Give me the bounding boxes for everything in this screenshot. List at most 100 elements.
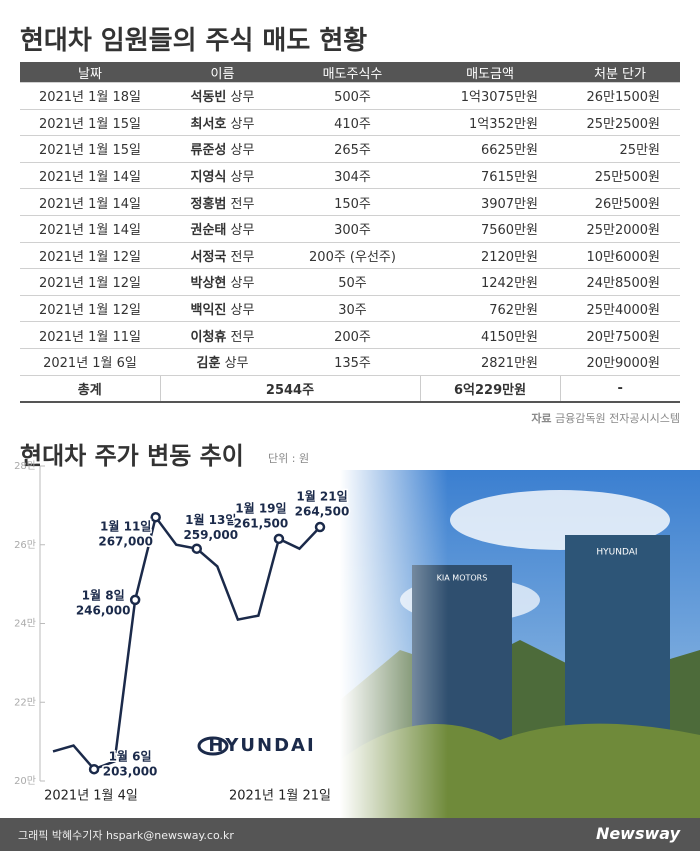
position: 전무 bbox=[230, 249, 255, 265]
point-date: 1월 8일 bbox=[82, 587, 125, 602]
column-header: 이름 bbox=[160, 62, 285, 83]
name: 권순태 bbox=[190, 223, 227, 239]
credit: 그래픽 박혜수기자 hspark@newsway.co.kr bbox=[18, 829, 234, 842]
date-cell: 2021년 1월 15일 bbox=[20, 109, 160, 137]
table-row: 2021년 1월 12일 서정국 전무 200주 (우선주) 2120만원 10만600… bbox=[20, 242, 680, 270]
name: 서정국 bbox=[190, 249, 227, 265]
y-tick-label: 26만 bbox=[14, 539, 36, 551]
photo: KIA MOTORS HYUNDAI bbox=[340, 470, 700, 818]
x-tick-label: 2021년 1월 21일 bbox=[229, 789, 331, 804]
date-cell: 2021년 1월 18일 bbox=[20, 82, 160, 110]
table-row: 2021년 1월 15일 최서호 상무 410주 1억352만원 25만2500원 bbox=[20, 109, 680, 137]
total-cell: - bbox=[560, 375, 680, 404]
shares-cell: 200주 bbox=[285, 321, 420, 349]
point bbox=[314, 521, 326, 533]
point bbox=[150, 511, 161, 523]
price-cell: 25만원 bbox=[560, 135, 680, 163]
date-cell: 2021년 1월 6일 bbox=[20, 348, 160, 376]
amount-cell: 2120만원 bbox=[420, 242, 560, 270]
title: 현대차 임원들의 주식 매도 현황 bbox=[20, 26, 368, 56]
shares-cell: 410주 bbox=[285, 109, 420, 137]
name-cell: 백익진 상무 bbox=[160, 295, 285, 323]
brand: Newsway bbox=[595, 824, 680, 843]
total-row: 총계 2544주 6억229만원 - bbox=[20, 375, 680, 404]
shares-cell: 265주 bbox=[285, 135, 420, 163]
price-cell: 24만8500원 bbox=[560, 268, 680, 296]
shares-cell: 50주 bbox=[285, 268, 420, 296]
value-label: 261,500 bbox=[234, 516, 289, 530]
price-cell: 26만500원 bbox=[560, 188, 680, 216]
value-label: 267,000 bbox=[98, 535, 153, 549]
source-label: 자료 bbox=[531, 412, 552, 425]
date-cell: 2021년 1월 15일 bbox=[20, 135, 160, 163]
position: 전무 bbox=[230, 329, 255, 345]
column-header: 매도주식수 bbox=[285, 62, 420, 83]
date-cell: 2021년 1월 14일 bbox=[20, 188, 160, 216]
value-label: 259,000 bbox=[183, 528, 238, 542]
footer: 그래픽 박혜수기자 hspark@newsway.co.kr Newsway bbox=[0, 818, 700, 851]
price-cell: 26만1500원 bbox=[560, 82, 680, 110]
table-row: 2021년 1월 6일 김훈 상무 135주 2821만원 20만9000원 bbox=[20, 348, 680, 376]
source-text: 금융감독원 전자공시시스템 bbox=[555, 412, 680, 425]
position: 상무 bbox=[230, 143, 255, 159]
date-cell: 2021년 1월 12일 bbox=[20, 242, 160, 270]
x-tick-label: 2021년 1월 4일 bbox=[44, 789, 138, 804]
name-cell: 권순태 상무 bbox=[160, 215, 285, 243]
table-row: 2021년 1월 12일 박상현 상무 50주 1242만원 24만8500원 bbox=[20, 268, 680, 296]
amount-cell: 4150만원 bbox=[420, 321, 560, 349]
date-cell: 2021년 1월 12일 bbox=[20, 268, 160, 296]
position: 상무 bbox=[230, 276, 255, 292]
amount-cell: 3907만원 bbox=[420, 188, 560, 216]
shares-cell: 30주 bbox=[285, 295, 420, 323]
name-cell: 서정국 전무 bbox=[160, 242, 285, 270]
shares-cell: 200주 (우선주) bbox=[285, 242, 420, 270]
shares-cell: 500주 bbox=[285, 82, 420, 110]
amount-cell: 1242만원 bbox=[420, 268, 560, 296]
name: 백익진 bbox=[190, 303, 227, 319]
column-header: 처분 단가 bbox=[560, 62, 680, 83]
column-header: 매도금액 bbox=[420, 62, 560, 83]
position: 상무 bbox=[230, 116, 255, 132]
name: 정홍범 bbox=[190, 196, 227, 212]
date-cell: 2021년 1월 14일 bbox=[20, 215, 160, 243]
date-cell: 2021년 1월 14일 bbox=[20, 162, 160, 190]
amount-cell: 1억3075만원 bbox=[420, 82, 560, 110]
name: 류준성 bbox=[190, 143, 227, 159]
date-cell: 2021년 1월 11일 bbox=[20, 321, 160, 349]
table-row: 2021년 1월 14일 정홍범 전무 150주 3907만원 26만500원 bbox=[20, 188, 680, 216]
total-cell: 2544주 bbox=[160, 375, 421, 404]
y-tick-label: 20만 bbox=[14, 775, 36, 787]
price-cell: 20만9000원 bbox=[560, 348, 680, 376]
y-tick-label: 24만 bbox=[14, 618, 36, 630]
amount-cell: 1억352만원 bbox=[420, 109, 560, 137]
table-row: 2021년 1월 14일 지영식 상무 304주 7615만원 25만500원 bbox=[20, 162, 680, 190]
line bbox=[52, 514, 321, 771]
shares-cell: 300주 bbox=[285, 215, 420, 243]
price-cell: 25만2000원 bbox=[560, 215, 680, 243]
price-cell: 25만4000원 bbox=[560, 295, 680, 323]
point-date: 1월 19일 bbox=[235, 500, 286, 515]
name: 이청휴 bbox=[190, 329, 227, 345]
point bbox=[88, 763, 100, 775]
point bbox=[273, 533, 285, 545]
point-date: 1월 21일 bbox=[296, 489, 347, 504]
point-date: 1월 6일 bbox=[109, 749, 152, 764]
value-label: 264,500 bbox=[295, 505, 350, 519]
source: 자료 금융감독원 전자공시시스템 bbox=[531, 410, 680, 426]
position: 상무 bbox=[230, 170, 255, 186]
chart-title: 현대차 주가 변동 추이 bbox=[20, 442, 244, 470]
price-cell: 10만6000원 bbox=[560, 242, 680, 270]
name: 박상현 bbox=[190, 276, 227, 292]
amount-cell: 7615만원 bbox=[420, 162, 560, 190]
name-cell: 김훈 상무 bbox=[160, 348, 285, 376]
table: 날짜 이름 매도주식수 매도금액 처분 단가 2021년 1월 18일 석동빈 상무 500주… bbox=[20, 62, 680, 404]
name-cell: 박상현 상무 bbox=[160, 268, 285, 296]
name: 석동빈 bbox=[190, 90, 227, 106]
logo: HYUNDAI bbox=[208, 735, 315, 756]
position: 상무 bbox=[224, 356, 249, 372]
name-cell: 류준성 상무 bbox=[160, 135, 285, 163]
total-cell: 총계 bbox=[20, 375, 161, 404]
amount-cell: 762만원 bbox=[420, 295, 560, 323]
point bbox=[191, 543, 203, 554]
